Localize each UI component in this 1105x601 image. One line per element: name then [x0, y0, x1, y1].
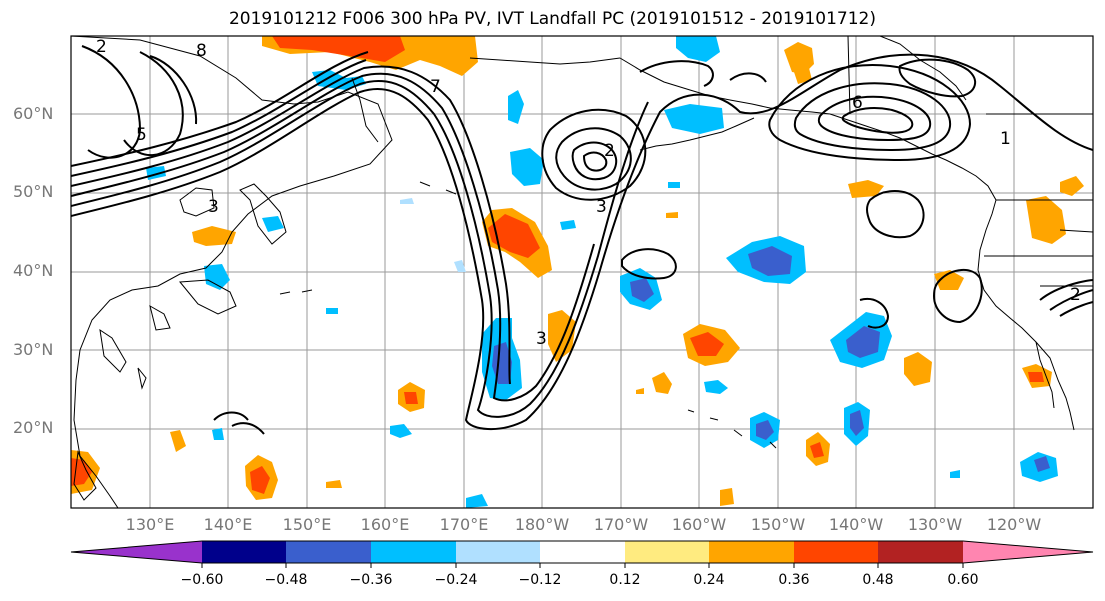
- contour-label: 8: [196, 41, 207, 61]
- lon-label-130w: 130°W: [907, 515, 963, 534]
- colorbar-tick-label: −0.12: [518, 572, 562, 588]
- colorbar-segment: [286, 541, 371, 563]
- colorbar-segment: [71, 541, 202, 563]
- lon-label-160e: 160°E: [360, 515, 410, 534]
- colorbar-segment: [878, 541, 963, 563]
- lon-label-140w: 140°W: [828, 515, 884, 534]
- colorbar-tick-label: 0.36: [778, 572, 810, 588]
- contour-label: 2: [96, 37, 107, 57]
- colorbar-tick-label: 0.24: [693, 572, 725, 588]
- lat-label-50n: 50°N: [13, 182, 54, 201]
- lat-label-20n: 20°N: [13, 418, 54, 437]
- lon-label-150e: 150°E: [282, 515, 332, 534]
- colorbar-segment: [456, 541, 540, 563]
- lon-label-140e: 140°E: [203, 515, 253, 534]
- colorbar-segment: [794, 541, 878, 563]
- colorbar-segment: [540, 541, 625, 563]
- lat-label-30n: 30°N: [13, 340, 54, 359]
- colorbar-segment: [202, 541, 286, 563]
- colorbar-segment: [371, 541, 456, 563]
- colorbar-segment: [709, 541, 794, 563]
- colorbar-tick-label: −0.36: [349, 572, 393, 588]
- colorbar-tick-label: −0.48: [264, 572, 308, 588]
- contour-label: 1: [1000, 129, 1011, 149]
- colorbar-tick-label: −0.24: [434, 572, 478, 588]
- colorbar-segment: [963, 541, 1093, 563]
- lon-label-170e: 170°E: [439, 515, 489, 534]
- lon-label-170w: 170°W: [593, 515, 649, 534]
- contour-label: 6: [852, 93, 863, 113]
- colorbar-tick-label: −0.60: [180, 572, 224, 588]
- colorbar-tick-label: 0.12: [609, 572, 641, 588]
- colorbar-tick-label: 0.48: [862, 572, 894, 588]
- colorbar-tick-label: 0.60: [947, 572, 979, 588]
- contour-label: 2: [1070, 285, 1081, 305]
- lat-label-60n: 60°N: [13, 104, 54, 123]
- lon-label-180w: 180°W: [514, 515, 570, 534]
- pv-contours: [71, 45, 1093, 435]
- contour-label: 2: [604, 141, 615, 161]
- contour-label: 3: [208, 197, 219, 217]
- contour-label: 5: [136, 125, 147, 145]
- lon-label-120w: 120°W: [986, 515, 1042, 534]
- lat-label-40n: 40°N: [13, 261, 54, 280]
- contour-label: 7: [430, 77, 441, 97]
- lon-label-150w: 150°W: [750, 515, 806, 534]
- lon-label-130e: 130°E: [125, 515, 175, 534]
- contour-labels: 2 8 5 7 3 1 6 2 3 2 3: [96, 37, 1081, 349]
- colorbar-ticks: [201, 563, 964, 568]
- colorbar-segment: [625, 541, 709, 563]
- lon-label-160w: 160°W: [671, 515, 727, 534]
- colorbar-segments: [70, 540, 1094, 564]
- contour-label: 3: [536, 329, 547, 349]
- pv-anomaly-fill: [71, 36, 1084, 508]
- map-frame: [70, 35, 1094, 509]
- contour-label: 3: [596, 197, 607, 217]
- chart-title: 2019101212 F006 300 hPa PV, IVT Landfall…: [228, 9, 876, 29]
